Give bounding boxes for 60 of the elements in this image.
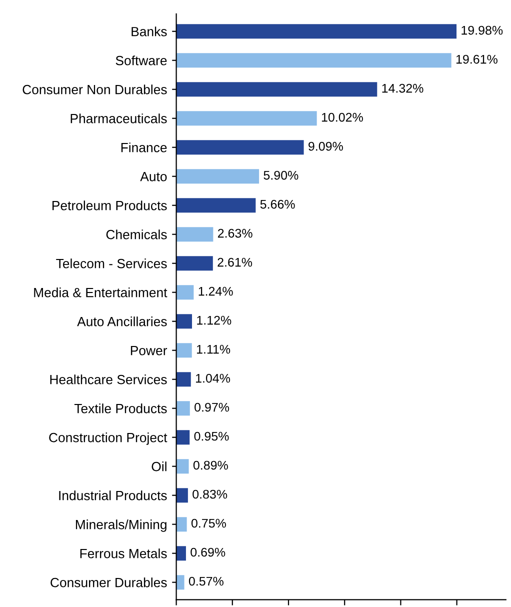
y-tick-label: Pharmaceuticals <box>70 114 167 124</box>
data-label: 1.11% <box>196 344 230 354</box>
y-tick-label: Industrial Products <box>59 490 167 500</box>
data-label: 14.32% <box>382 84 424 93</box>
y-tick-label: Consumer Durables <box>50 578 167 588</box>
data-label: 0.57% <box>188 576 224 586</box>
data-label: 0.75% <box>191 518 226 528</box>
data-label: 19.98% <box>462 26 503 35</box>
data-label: 5.66% <box>260 200 295 209</box>
data-label: 1.04% <box>196 374 230 383</box>
data-label: 10.02% <box>322 112 363 122</box>
y-tick-label: Healthcare Services <box>50 374 167 384</box>
bar <box>176 546 186 561</box>
y-tick-label: Telecom - Services <box>56 258 167 268</box>
y-tick-label: Chemicals <box>106 230 167 240</box>
bar <box>176 343 192 358</box>
y-tick-label: Minerals/Mining <box>76 520 166 532</box>
data-label: 1.12% <box>197 316 232 325</box>
y-tick-label: Construction Project <box>49 432 168 445</box>
bar <box>176 314 192 329</box>
data-label: 0.89% <box>193 460 228 470</box>
bar <box>176 24 457 39</box>
y-tick-label: Software <box>116 56 167 66</box>
data-label: 2.61% <box>218 258 252 267</box>
bar <box>176 227 214 242</box>
bar <box>176 401 190 416</box>
y-tick-label: Ferrous Metals <box>80 548 167 558</box>
y-tick-label: Power <box>130 346 168 356</box>
data-label: 1.24% <box>198 286 233 296</box>
data-label: 0.83% <box>192 490 228 499</box>
data-label: 19.61% <box>456 54 498 64</box>
y-tick-label: Textile Products <box>74 404 167 414</box>
bar <box>176 285 194 300</box>
y-tick-label: Finance <box>121 142 167 152</box>
data-label: 9.09% <box>308 142 343 151</box>
bar <box>176 517 187 532</box>
bar <box>176 53 452 68</box>
data-label: 0.97% <box>194 402 230 412</box>
bar <box>176 111 317 126</box>
bar <box>176 82 378 97</box>
bar <box>176 488 188 503</box>
bar <box>176 198 256 213</box>
data-label: 0.69% <box>190 548 226 557</box>
y-tick-label: Media & Entertainment <box>34 288 168 298</box>
y-tick-label: Consumer Non Durables <box>22 84 167 94</box>
bar <box>176 575 184 590</box>
data-label: 5.90% <box>264 170 298 180</box>
bar <box>176 459 189 474</box>
data-label: 2.63% <box>218 228 252 238</box>
bar <box>176 372 191 387</box>
y-tick-label: Oil <box>152 462 166 472</box>
y-tick-label: Banks <box>132 26 167 36</box>
data-label: 0.95% <box>194 432 229 441</box>
bar <box>176 256 213 271</box>
bar <box>176 430 190 445</box>
y-tick-label: Auto Ancillaries <box>77 316 167 326</box>
bar <box>176 169 260 184</box>
y-tick-label: Auto <box>140 172 167 182</box>
y-tick-label: Petroleum Products <box>52 200 167 210</box>
bar <box>176 140 304 155</box>
